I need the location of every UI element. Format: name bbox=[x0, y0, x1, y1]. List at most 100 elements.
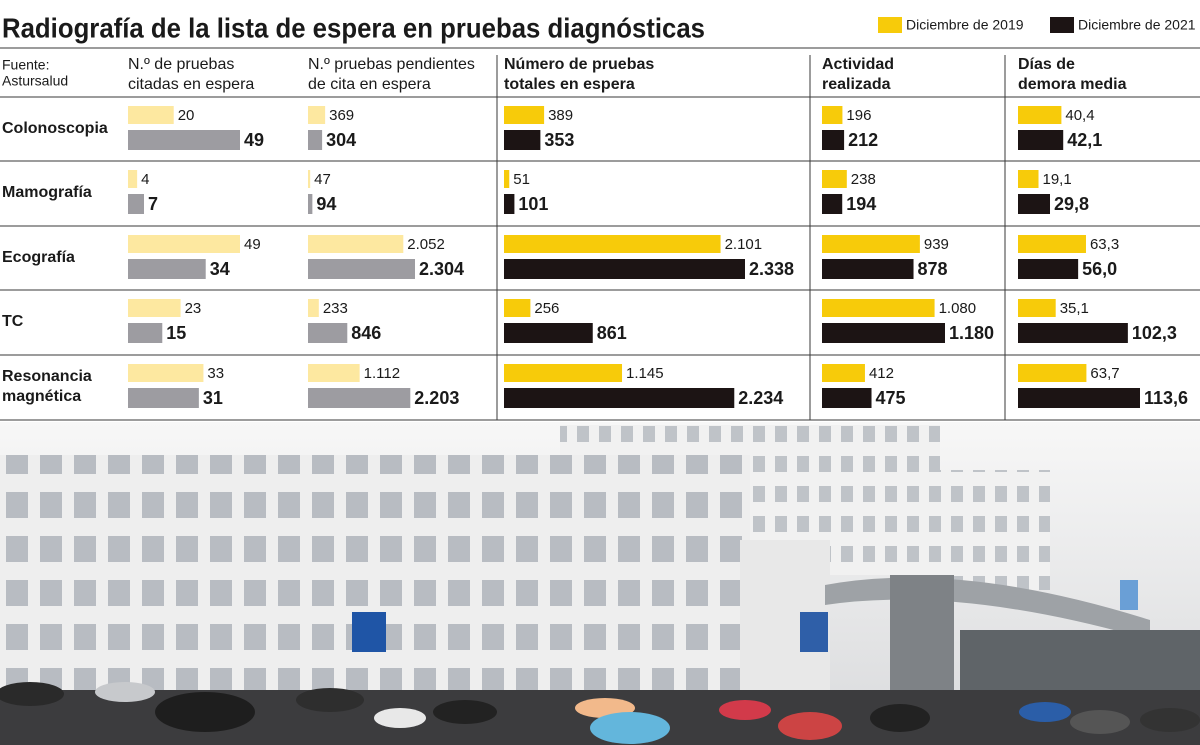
value-label: 29,8 bbox=[1054, 194, 1089, 214]
value-label: 31 bbox=[203, 388, 223, 408]
bar bbox=[822, 323, 945, 343]
value-label: 40,4 bbox=[1065, 107, 1094, 124]
value-label: 113,6 bbox=[1144, 388, 1188, 408]
value-label: 19,1 bbox=[1043, 171, 1072, 188]
charts: Diciembre de 2019 Diciembre de 2021 Colono… bbox=[2, 17, 1196, 408]
bar bbox=[308, 170, 311, 188]
panel-title: citadas en espera bbox=[128, 76, 254, 93]
bar bbox=[128, 259, 206, 279]
panel-title: Actividad bbox=[822, 56, 894, 73]
value-label: 475 bbox=[876, 388, 906, 408]
bar bbox=[308, 106, 326, 124]
bar bbox=[128, 323, 163, 343]
bar bbox=[128, 388, 199, 408]
bar bbox=[308, 130, 323, 150]
bar bbox=[504, 106, 545, 124]
value-label: 304 bbox=[326, 130, 356, 150]
value-label: 861 bbox=[597, 323, 627, 343]
bar bbox=[822, 364, 865, 382]
value-label: 33 bbox=[207, 365, 224, 382]
bar bbox=[822, 299, 935, 317]
bar bbox=[504, 194, 515, 214]
value-label: 212 bbox=[848, 130, 878, 150]
bar bbox=[504, 130, 541, 150]
value-label: 102,3 bbox=[1132, 323, 1177, 343]
bar bbox=[504, 364, 623, 382]
value-label: 194 bbox=[846, 194, 876, 214]
value-label: 196 bbox=[846, 107, 871, 124]
value-label: 49 bbox=[244, 236, 261, 253]
bar bbox=[1018, 323, 1128, 343]
bar bbox=[308, 259, 415, 279]
bar bbox=[1018, 130, 1064, 150]
value-label: 238 bbox=[851, 171, 876, 188]
value-label: 939 bbox=[924, 236, 949, 253]
bar bbox=[128, 170, 138, 188]
value-label: 846 bbox=[351, 323, 381, 343]
bar bbox=[504, 259, 745, 279]
bar bbox=[308, 323, 348, 343]
value-label: 1.145 bbox=[626, 365, 664, 382]
source: Fuente: bbox=[2, 57, 49, 73]
value-label: 256 bbox=[534, 300, 559, 317]
legend-label: Diciembre de 2021 bbox=[1078, 17, 1196, 33]
value-label: 4 bbox=[141, 171, 149, 188]
value-label: 7 bbox=[148, 194, 158, 214]
source: Astursalud bbox=[2, 73, 68, 89]
panel-title: realizada bbox=[822, 76, 891, 93]
value-label: 1.080 bbox=[939, 300, 977, 317]
bar bbox=[822, 259, 914, 279]
row-label: Resonancia bbox=[2, 368, 92, 385]
value-label: 2.101 bbox=[725, 236, 763, 253]
legend-label: Diciembre de 2019 bbox=[906, 17, 1024, 33]
bar bbox=[822, 235, 920, 253]
value-label: 369 bbox=[329, 107, 354, 124]
value-label: 2.052 bbox=[407, 236, 445, 253]
bar bbox=[822, 170, 847, 188]
value-label: 20 bbox=[178, 107, 195, 124]
bar bbox=[308, 299, 319, 317]
bar bbox=[308, 364, 360, 382]
bar bbox=[1018, 194, 1051, 214]
panel-title: totales en espera bbox=[504, 76, 635, 93]
bar bbox=[822, 388, 872, 408]
bar bbox=[128, 299, 181, 317]
photo bbox=[0, 422, 1200, 745]
bar bbox=[1018, 364, 1087, 382]
panel-title: Días de bbox=[1018, 56, 1075, 73]
bar bbox=[128, 130, 240, 150]
value-label: 2.338 bbox=[749, 259, 794, 279]
value-label: 49 bbox=[244, 130, 264, 150]
row-label: Colonoscopia bbox=[2, 120, 108, 137]
bar bbox=[1018, 106, 1062, 124]
panel-title: demora media bbox=[1018, 76, 1127, 93]
panel-title: Número de pruebas bbox=[504, 56, 654, 73]
bar bbox=[128, 194, 144, 214]
bar bbox=[1018, 388, 1140, 408]
value-label: 51 bbox=[513, 171, 530, 188]
value-label: 389 bbox=[548, 107, 573, 124]
value-label: 42,1 bbox=[1067, 130, 1102, 150]
bar bbox=[308, 388, 411, 408]
bar bbox=[822, 130, 845, 150]
bar bbox=[504, 299, 531, 317]
bar bbox=[308, 235, 404, 253]
value-label: 878 bbox=[918, 259, 948, 279]
value-label: 353 bbox=[544, 130, 574, 150]
row-label: Mamografía bbox=[2, 184, 92, 201]
panel-title: N.º de pruebas bbox=[128, 56, 234, 73]
table-rules bbox=[0, 47, 1200, 421]
value-label: 2.234 bbox=[738, 388, 783, 408]
value-label: 412 bbox=[869, 365, 894, 382]
value-label: 23 bbox=[185, 300, 202, 317]
bar bbox=[504, 388, 735, 408]
bar bbox=[822, 106, 843, 124]
bar bbox=[308, 194, 313, 214]
value-label: 56,0 bbox=[1082, 259, 1117, 279]
panel-title: N.º pruebas pendientes bbox=[308, 56, 475, 73]
bar bbox=[1018, 299, 1056, 317]
value-label: 1.112 bbox=[364, 365, 400, 382]
value-label: 2.203 bbox=[414, 388, 459, 408]
bar bbox=[1018, 170, 1039, 188]
